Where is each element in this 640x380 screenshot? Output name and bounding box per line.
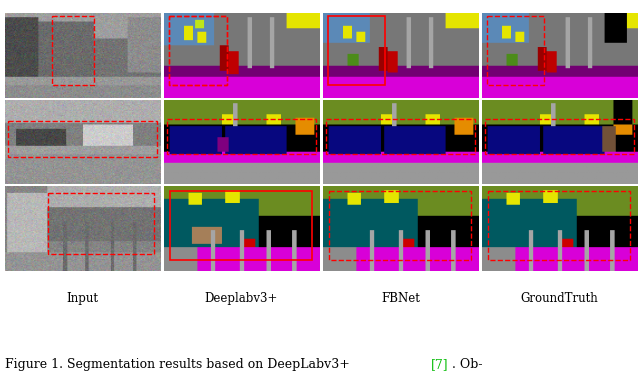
Bar xyxy=(484,119,634,154)
Text: GroundTruth: GroundTruth xyxy=(520,292,598,305)
Bar xyxy=(52,16,94,86)
Text: Figure 1. Segmentation results based on DeepLabv3+: Figure 1. Segmentation results based on … xyxy=(5,358,354,371)
Bar xyxy=(487,16,545,86)
Text: . Ob-: . Ob- xyxy=(452,358,483,371)
Text: [7]: [7] xyxy=(431,358,449,371)
Bar xyxy=(488,191,630,260)
Bar xyxy=(169,16,227,86)
Bar xyxy=(48,193,154,254)
Text: Deeplabv3+: Deeplabv3+ xyxy=(205,292,278,305)
Text: Input: Input xyxy=(67,292,99,305)
Bar xyxy=(329,191,471,260)
Bar xyxy=(167,119,316,154)
Bar xyxy=(326,119,475,154)
Bar xyxy=(169,16,227,86)
Text: FBNet: FBNet xyxy=(381,292,420,305)
Bar xyxy=(8,121,157,157)
Bar xyxy=(170,191,312,260)
Bar xyxy=(328,16,385,86)
